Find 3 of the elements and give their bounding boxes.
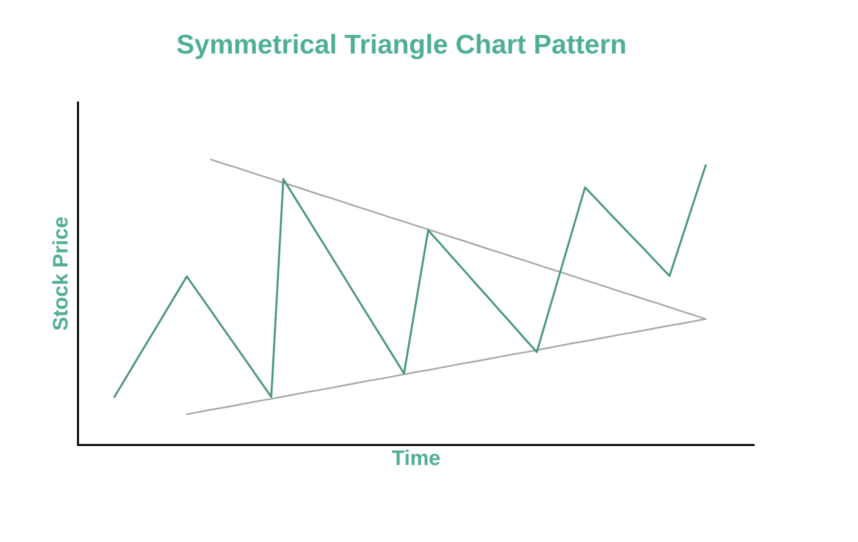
chart-title: Symmetrical Triangle Chart Pattern [176, 30, 627, 60]
y-axis-title: Stock Price [49, 216, 72, 331]
x-axis-title: Time [392, 447, 440, 470]
